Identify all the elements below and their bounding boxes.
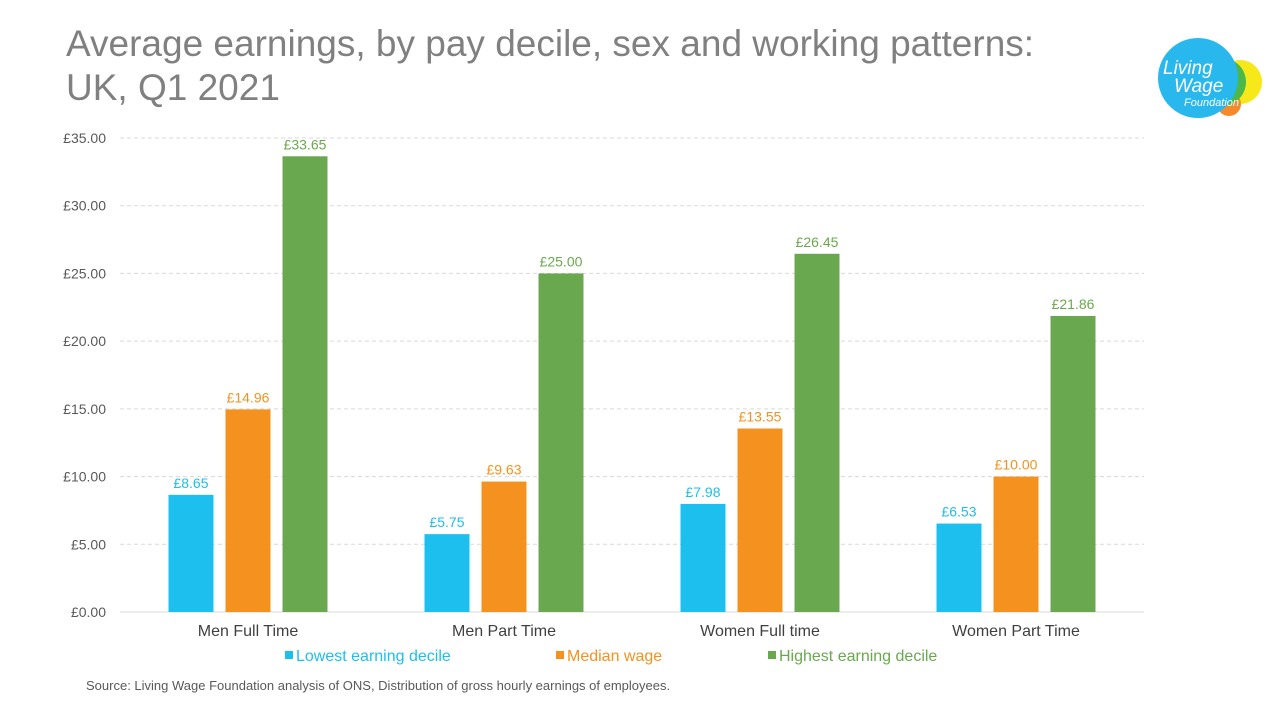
logo-blue-circle <box>1158 38 1238 118</box>
y-tick-label: £5.00 <box>71 536 106 552</box>
bar <box>481 481 527 612</box>
bar <box>737 428 783 612</box>
data-label: £7.98 <box>685 484 720 500</box>
y-tick-label: £10.00 <box>63 469 106 485</box>
x-category-label: Women Full time <box>700 623 820 640</box>
bar <box>225 409 271 612</box>
y-tick-label: £25.00 <box>63 265 106 281</box>
bar <box>794 253 840 612</box>
source-note: Source: Living Wage Foundation analysis … <box>86 678 671 693</box>
legend-label: Highest earning decile <box>779 648 937 665</box>
legend: Lowest earning decile Median wage Highest … <box>285 648 937 665</box>
bar <box>424 534 470 612</box>
y-tick-label: £15.00 <box>63 401 106 417</box>
data-label: £14.96 <box>227 389 270 405</box>
y-axis-labels: £0.00 £5.00 £10.00 £15.00 £20.00 £25.00 £30.00… <box>63 130 106 620</box>
data-label: £9.63 <box>486 462 521 478</box>
chart-title-line-2: UK, Q1 2021 <box>66 67 280 108</box>
x-category-label: Women Part Time <box>952 623 1080 640</box>
bar <box>680 503 726 612</box>
y-tick-label: £30.00 <box>63 198 106 214</box>
x-axis-labels: Men Full Time Men Part Time Women Full tim… <box>198 623 1080 640</box>
y-tick-label: £20.00 <box>63 333 106 349</box>
x-category-label: Men Part Time <box>452 623 556 640</box>
bar <box>936 523 982 612</box>
legend-swatch <box>768 651 776 659</box>
bar <box>1050 315 1096 612</box>
y-tick-label: £35.00 <box>63 130 106 146</box>
y-tick-label: £0.00 <box>71 604 106 620</box>
legend-swatch <box>556 651 564 659</box>
data-label: £8.65 <box>173 475 208 491</box>
data-label: £10.00 <box>995 457 1038 473</box>
legend-label: Lowest earning decile <box>296 648 451 665</box>
data-label: £5.75 <box>429 514 464 530</box>
logo-text-living: Living <box>1163 58 1213 79</box>
logo-text-wage: Wage <box>1174 76 1223 97</box>
bar <box>168 494 214 612</box>
data-label: £33.65 <box>284 136 327 152</box>
gridlines <box>120 137 1144 613</box>
bar <box>282 156 328 613</box>
data-label: £13.55 <box>739 408 782 424</box>
logo-text-foundation: Foundation <box>1184 97 1239 109</box>
x-category-label: Men Full Time <box>198 623 299 640</box>
chart-title-line-1: Average earnings, by pay decile, sex and… <box>66 23 1035 64</box>
data-label: £26.45 <box>796 234 839 250</box>
data-label: £21.86 <box>1052 296 1095 312</box>
bars: £8.65 £14.96 £33.65 £5.75 £9.63 £25.00 £7.98 £1… <box>168 136 1096 613</box>
data-label: £6.53 <box>941 504 976 520</box>
bar <box>993 476 1039 612</box>
bar <box>538 273 584 612</box>
legend-swatch <box>285 651 293 659</box>
chart-title: Average earnings, by pay decile, sex and… <box>66 22 1106 110</box>
data-label: £25.00 <box>540 253 583 269</box>
living-wage-foundation-logo: Living Wage Foundation <box>1158 38 1262 118</box>
legend-label: Median wage <box>567 648 662 665</box>
